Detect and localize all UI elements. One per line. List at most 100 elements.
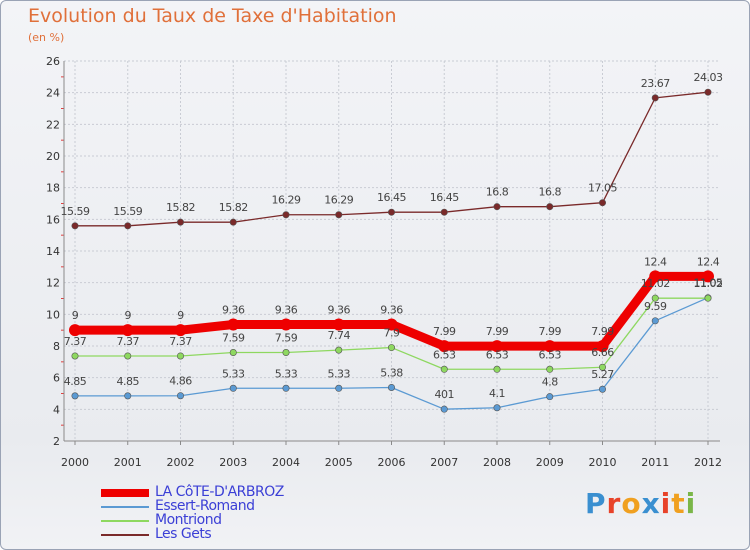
data-label: 16.8 bbox=[486, 186, 509, 199]
y-tick-label: 2 bbox=[53, 435, 60, 448]
logo-letter: i bbox=[660, 487, 672, 520]
x-tick-labels: 2000 2001 2002 2003 2004 2005 2006 2007 2008 2009… bbox=[61, 456, 722, 469]
data-point bbox=[598, 363, 606, 371]
data-label: 4.1 bbox=[489, 387, 505, 400]
legend-swatch bbox=[101, 520, 149, 522]
data-point bbox=[493, 203, 501, 211]
logo-letter: x bbox=[641, 487, 661, 520]
data-point bbox=[704, 294, 712, 302]
data-point bbox=[124, 222, 132, 230]
data-label: 401 bbox=[435, 388, 455, 401]
data-point bbox=[124, 352, 132, 360]
axes bbox=[61, 61, 720, 445]
data-point bbox=[71, 352, 79, 360]
data-point bbox=[651, 317, 659, 325]
data-point bbox=[440, 365, 448, 373]
data-point bbox=[598, 385, 606, 393]
data-point bbox=[229, 384, 237, 392]
data-label: 9 bbox=[125, 309, 132, 322]
data-point bbox=[546, 365, 554, 373]
data-label: 9.36 bbox=[275, 303, 298, 316]
data-label: 15.82 bbox=[219, 201, 248, 214]
data-point bbox=[546, 203, 554, 211]
x-tick-label: 2010 bbox=[589, 456, 617, 469]
data-point bbox=[598, 199, 606, 207]
data-label: 16.29 bbox=[324, 194, 353, 207]
data-label: 7.99 bbox=[591, 325, 614, 338]
data-point bbox=[387, 344, 395, 352]
data-label: 5.38 bbox=[380, 366, 403, 379]
data-label: 11.02 bbox=[694, 277, 723, 290]
data-point bbox=[280, 318, 292, 331]
data-labels: 9 9 9 9.36 9.36 9.36 9.36 7.99 7.99 7.99 7.99 12.4 1… bbox=[61, 71, 724, 401]
data-label: 16.45 bbox=[377, 191, 406, 204]
data-point bbox=[71, 222, 79, 230]
data-point bbox=[387, 208, 395, 216]
x-tick-label: 2000 bbox=[61, 456, 89, 469]
data-point bbox=[440, 405, 448, 413]
proxiti-logo: Proxiti bbox=[585, 487, 696, 520]
x-tick-label: 2003 bbox=[219, 456, 247, 469]
x-tick-label: 2005 bbox=[325, 456, 353, 469]
data-label: 7.37 bbox=[117, 335, 140, 348]
x-tick-label: 2006 bbox=[378, 456, 406, 469]
x-tick-label: 2011 bbox=[641, 456, 669, 469]
data-point bbox=[491, 340, 503, 353]
data-label: 12.4 bbox=[644, 255, 667, 268]
data-label: 7.99 bbox=[486, 325, 509, 338]
data-point bbox=[121, 324, 134, 337]
data-label: 4.86 bbox=[169, 375, 192, 388]
data-label: 24.03 bbox=[694, 71, 723, 84]
data-label: 6.53 bbox=[433, 348, 456, 361]
data-point bbox=[440, 208, 448, 216]
legend-swatch bbox=[101, 489, 149, 497]
data-point bbox=[69, 324, 81, 337]
data-point bbox=[651, 94, 659, 102]
data-label: 23.67 bbox=[641, 77, 670, 90]
data-label: 7.9 bbox=[384, 327, 400, 340]
data-label: 4.85 bbox=[64, 375, 87, 388]
x-tick-label: 2001 bbox=[114, 456, 142, 469]
data-point bbox=[177, 392, 185, 400]
data-label: 9.59 bbox=[644, 300, 667, 313]
data-label: 9.36 bbox=[328, 303, 351, 316]
data-point bbox=[385, 318, 398, 331]
data-point bbox=[493, 404, 501, 412]
data-label: 16.8 bbox=[539, 186, 562, 199]
y-tick-label: 12 bbox=[46, 277, 60, 290]
y-tick-label: 18 bbox=[46, 182, 60, 195]
grid-lines bbox=[64, 60, 720, 442]
data-point bbox=[282, 211, 290, 219]
data-label: 7.37 bbox=[169, 335, 192, 348]
y-tick-label: 20 bbox=[46, 150, 60, 163]
data-label: 5.33 bbox=[328, 367, 351, 380]
data-label: 7.99 bbox=[433, 325, 456, 338]
data-label: 5.27 bbox=[591, 368, 614, 381]
data-label: 7.59 bbox=[275, 331, 298, 344]
data-label: 15.82 bbox=[166, 201, 195, 214]
y-tick-label: 14 bbox=[46, 245, 60, 258]
data-label: 9 bbox=[72, 309, 79, 322]
data-label: 7.59 bbox=[222, 331, 245, 344]
legend-label: Montriond bbox=[155, 512, 222, 528]
data-label: 6.53 bbox=[486, 348, 509, 361]
data-point bbox=[282, 384, 290, 392]
data-label: 7.74 bbox=[328, 329, 351, 342]
data-point bbox=[229, 348, 237, 356]
logo-letter: P bbox=[585, 487, 607, 520]
logo-letter: i bbox=[685, 487, 697, 520]
series-lines bbox=[69, 88, 714, 413]
x-tick-label: 2008 bbox=[483, 456, 511, 469]
data-point bbox=[282, 348, 290, 356]
chart-subtitle: (en %) bbox=[28, 31, 65, 44]
y-tick-label: 26 bbox=[46, 55, 60, 68]
x-tick-label: 2007 bbox=[430, 456, 458, 469]
y-tick-label: 16 bbox=[46, 213, 60, 226]
data-point bbox=[651, 294, 659, 302]
data-point bbox=[177, 352, 185, 360]
logo-letter: t bbox=[671, 487, 686, 520]
x-tick-label: 2012 bbox=[694, 456, 722, 469]
